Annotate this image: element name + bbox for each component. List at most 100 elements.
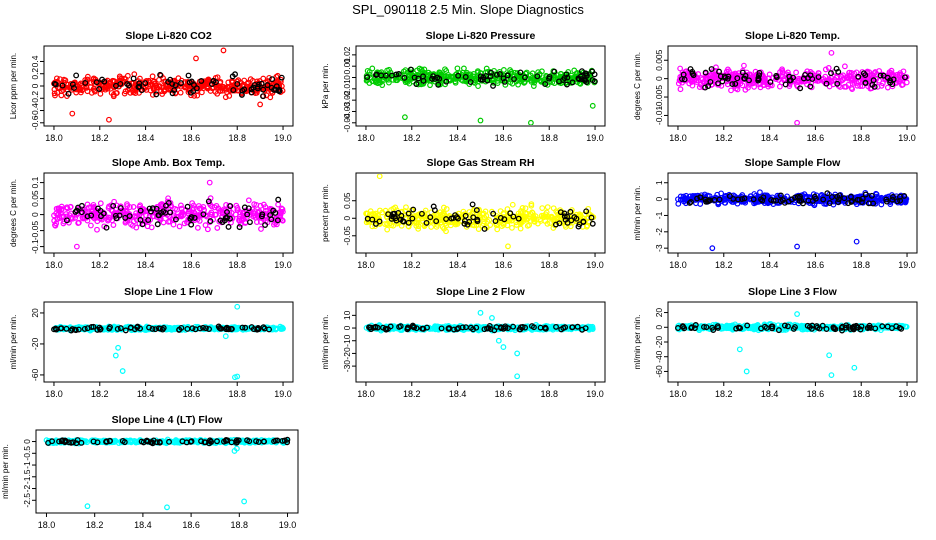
data-point xyxy=(528,78,535,85)
y-tick-label: -0.6 xyxy=(30,115,40,130)
data-point xyxy=(501,214,507,220)
reference-point xyxy=(88,324,95,330)
data-point xyxy=(878,82,885,89)
data-point xyxy=(130,89,137,96)
reference-point xyxy=(448,215,455,222)
reference-point xyxy=(679,323,686,330)
outlier-point xyxy=(106,116,112,123)
data-point xyxy=(52,222,59,229)
reference-point xyxy=(112,82,119,89)
data-point xyxy=(229,78,236,85)
chart-title: Slope Line 2 Flow xyxy=(436,286,526,298)
data-point xyxy=(573,70,580,77)
data-point xyxy=(436,215,443,222)
data-point xyxy=(815,77,822,84)
y-tick-label: 0.1 xyxy=(30,176,40,188)
reference-point xyxy=(790,325,797,332)
data-point xyxy=(200,203,207,210)
y-axis-label: ml/min per min. xyxy=(321,315,330,370)
data-point xyxy=(85,204,92,211)
data-point xyxy=(843,83,849,90)
x-tick-label: 19.0 xyxy=(586,389,604,399)
reference-point xyxy=(190,88,197,95)
x-tick-label: 18.2 xyxy=(86,520,104,530)
data-point xyxy=(868,71,875,78)
outlier-point xyxy=(514,373,521,380)
reference-point xyxy=(65,90,72,97)
x-tick-label: 19.0 xyxy=(586,133,604,143)
data-point xyxy=(414,219,420,226)
y-tick-label: 0 xyxy=(654,196,664,201)
reference-point xyxy=(420,73,427,80)
reference-point xyxy=(750,196,757,203)
reference-point xyxy=(839,323,846,330)
data-point xyxy=(90,75,97,82)
reference-point xyxy=(813,323,820,330)
y-tick-label: -10 xyxy=(342,334,352,347)
y-tick-label: 1 xyxy=(654,180,664,185)
data-point xyxy=(75,220,82,226)
reference-point xyxy=(823,80,830,87)
reference-point xyxy=(567,208,574,215)
y-axis-label: percent per min. xyxy=(321,184,330,242)
reference-point xyxy=(859,195,866,202)
data-point xyxy=(222,94,229,101)
data-point xyxy=(367,208,374,215)
x-tick-label: 18.4 xyxy=(449,389,467,399)
x-tick-label: 18.2 xyxy=(715,133,733,143)
data-point xyxy=(529,209,535,216)
reference-point xyxy=(103,224,110,231)
reference-point xyxy=(167,209,174,216)
reference-point xyxy=(276,88,283,95)
data-point xyxy=(766,71,773,78)
reference-point xyxy=(190,82,197,88)
data-point xyxy=(53,75,60,82)
reference-point xyxy=(807,83,814,90)
reference-point xyxy=(786,73,793,80)
reference-point xyxy=(823,326,830,332)
reference-point xyxy=(234,81,241,87)
data-point xyxy=(267,94,274,101)
reference-point xyxy=(800,200,807,207)
outlier-point xyxy=(826,352,833,359)
data-point xyxy=(741,62,747,69)
reference-point xyxy=(490,82,497,89)
data-point xyxy=(174,206,180,213)
reference-point xyxy=(117,325,124,332)
reference-point xyxy=(492,218,499,225)
reference-point xyxy=(246,219,253,226)
data-point xyxy=(94,226,100,233)
reference-point xyxy=(241,204,248,211)
y-tick-label: 0 xyxy=(30,212,40,217)
data-point xyxy=(554,209,561,216)
reference-point xyxy=(521,74,528,81)
reference-point xyxy=(382,72,389,79)
reference-point xyxy=(443,78,450,85)
reference-point xyxy=(72,209,79,215)
data-point xyxy=(98,86,105,93)
x-tick-label: 18.8 xyxy=(852,260,870,270)
reference-point xyxy=(232,71,238,78)
data-point xyxy=(420,80,427,87)
data-point xyxy=(547,220,553,226)
reference-point xyxy=(564,219,571,226)
data-point xyxy=(247,76,254,83)
y-tick-label: -2 xyxy=(22,484,32,492)
data-points xyxy=(51,47,286,123)
reference-point xyxy=(268,216,275,223)
data-point xyxy=(683,192,690,199)
x-tick-label: 18.2 xyxy=(91,133,109,143)
figure-title: SPL_090118 2.5 Min. Slope Diagnostics xyxy=(352,2,584,17)
data-point xyxy=(475,226,482,233)
data-point xyxy=(763,193,769,200)
y-tick-label: -0.01 xyxy=(654,105,664,125)
reference-point xyxy=(511,76,517,83)
reference-point xyxy=(405,210,412,217)
data-point xyxy=(60,83,67,90)
data-point xyxy=(56,208,63,214)
reference-point xyxy=(510,323,517,330)
data-point xyxy=(549,79,556,86)
reference-point xyxy=(756,72,762,79)
x-tick-label: 18.6 xyxy=(807,133,825,143)
reference-point xyxy=(560,77,567,83)
